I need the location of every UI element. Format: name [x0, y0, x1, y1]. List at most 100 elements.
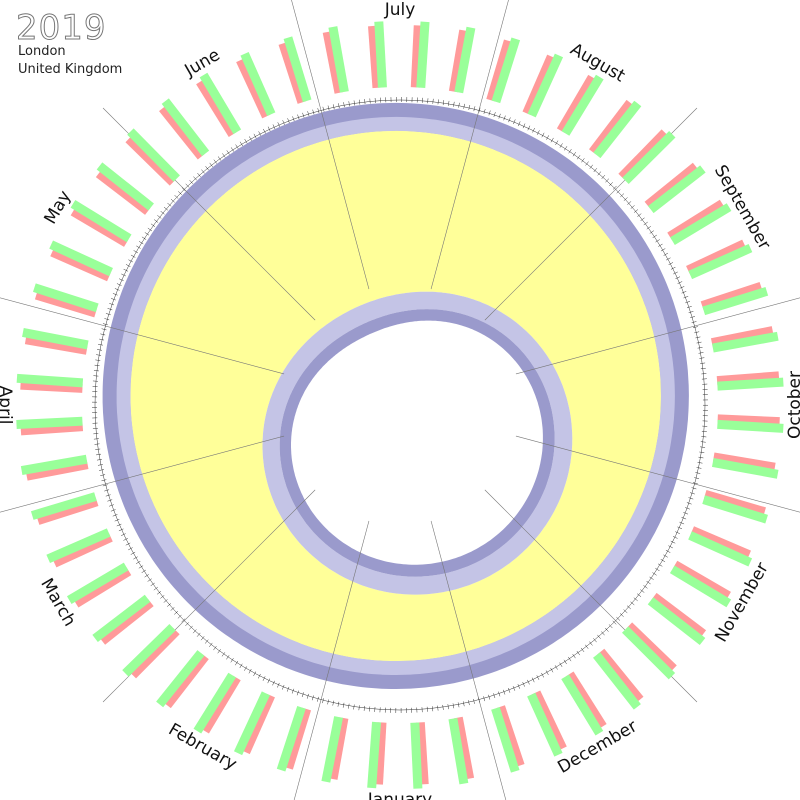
- day-tick: [522, 123, 526, 129]
- day-tick: [353, 704, 355, 710]
- weekend-day: [672, 560, 731, 600]
- day-tick: [546, 135, 550, 140]
- day-tick: [665, 550, 671, 553]
- day-tick: [95, 448, 101, 450]
- weekend-bar: [527, 692, 563, 757]
- weekend-bar: [647, 597, 706, 646]
- day-tick: [204, 639, 209, 644]
- day-tick: [655, 567, 660, 572]
- day-tick: [541, 132, 545, 138]
- day-tick: [483, 108, 486, 114]
- weekend-bar: [522, 54, 556, 116]
- weekend-bar: [651, 592, 707, 638]
- day-tick: [673, 271, 678, 275]
- day-tick: [685, 507, 690, 510]
- weekend-bar: [712, 331, 779, 353]
- weekend-day: [589, 99, 634, 155]
- day-tick: [121, 533, 126, 536]
- day-tick: [248, 668, 252, 674]
- day-tick: [157, 215, 162, 219]
- weekend-day: [593, 100, 642, 159]
- weekend-bar: [667, 199, 725, 241]
- weekend-day: [66, 562, 129, 604]
- weekend-day: [240, 52, 276, 117]
- weekend-day: [92, 594, 151, 643]
- day-tick: [563, 659, 567, 665]
- day-tick: [699, 357, 705, 359]
- day-tick: [253, 671, 257, 677]
- weekend-bar: [241, 693, 275, 755]
- weekend-bar: [717, 377, 784, 391]
- day-tick: [296, 690, 299, 696]
- day-tick: [348, 703, 350, 709]
- day-tick: [253, 133, 257, 139]
- weekend-bar: [711, 457, 779, 479]
- weekend-day: [199, 72, 242, 135]
- day-tick: [197, 172, 201, 177]
- day-tick: [512, 686, 516, 691]
- weekend-bar: [410, 722, 423, 789]
- day-tick: [568, 656, 572, 662]
- day-tick: [458, 102, 460, 108]
- day-tick: [301, 692, 304, 698]
- day-tick: [363, 705, 365, 711]
- day-tick: [550, 137, 554, 143]
- day-tick: [104, 318, 110, 321]
- day-tick: [307, 111, 310, 117]
- month-divider: [430, 0, 509, 290]
- day-tick: [213, 645, 217, 651]
- weekend-day: [16, 416, 83, 430]
- weekend-bar: [622, 626, 676, 680]
- weekend-bar: [99, 599, 154, 645]
- weekend-bar: [96, 162, 154, 211]
- day-tick: [112, 514, 118, 517]
- day-tick: [688, 497, 694, 500]
- weekend-bar: [32, 283, 99, 313]
- weekend-bar: [161, 98, 210, 157]
- day-tick: [178, 191, 182, 195]
- day-tick: [109, 504, 114, 507]
- day-tick: [498, 113, 501, 119]
- day-tick: [222, 153, 226, 158]
- day-tick: [312, 109, 315, 115]
- day-tick: [568, 148, 572, 154]
- day-tick: [640, 589, 645, 593]
- weekend-bar: [622, 131, 676, 184]
- day-tick: [114, 288, 120, 291]
- day-tick: [640, 217, 645, 222]
- day-tick: [209, 162, 213, 167]
- day-tick: [626, 605, 631, 610]
- day-tick: [153, 586, 158, 591]
- weekend-bar: [670, 203, 732, 245]
- day-tick: [144, 232, 150, 236]
- weekend-day: [669, 565, 732, 608]
- weekend-bar: [597, 648, 644, 703]
- day-tick: [170, 607, 175, 611]
- day-tick: [226, 655, 230, 660]
- daylight: [130, 130, 661, 661]
- weekend-day: [717, 377, 784, 391]
- weekend-bar: [491, 37, 521, 104]
- day-tick: [141, 236, 147, 240]
- day-tick: [437, 99, 439, 105]
- weekend-bar: [328, 26, 349, 93]
- day-tick: [601, 631, 605, 636]
- day-tick: [189, 179, 194, 184]
- weekend-day: [651, 592, 707, 638]
- day-tick: [478, 697, 480, 703]
- day-tick: [141, 569, 147, 573]
- day-tick: [697, 462, 703, 464]
- weekend-day: [125, 135, 177, 186]
- day-tick: [646, 226, 651, 230]
- day-tick: [272, 680, 275, 686]
- day-tick: [348, 101, 350, 107]
- weekend-day: [448, 717, 469, 785]
- day-tick: [663, 554, 668, 558]
- day-tick: [337, 701, 340, 707]
- day-tick: [643, 585, 648, 589]
- day-tick: [453, 101, 455, 107]
- day-tick: [257, 673, 261, 679]
- weekend-bar: [644, 162, 699, 209]
- month-label: April: [0, 386, 15, 425]
